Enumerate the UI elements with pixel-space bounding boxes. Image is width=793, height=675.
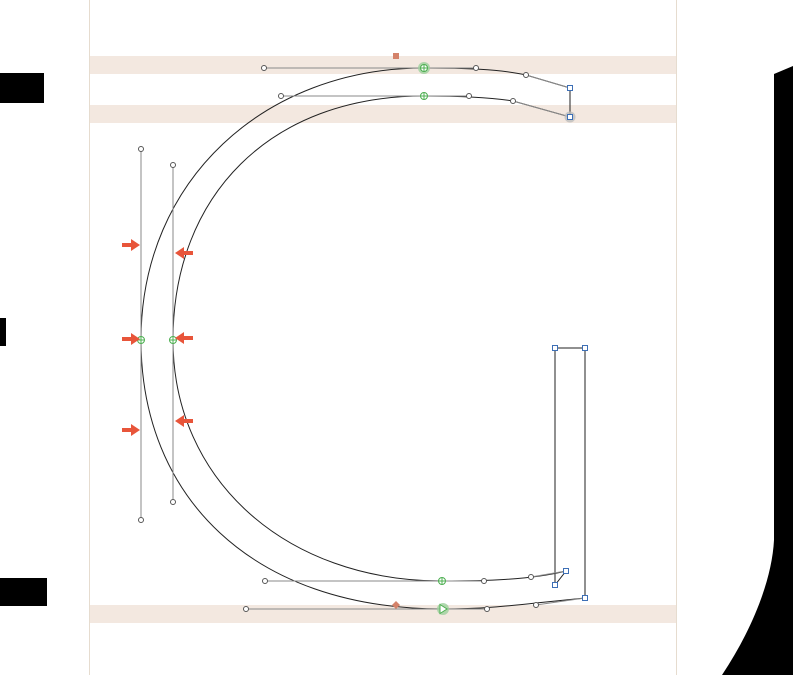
small-circle-icon[interactable] [523,72,529,78]
small-circle-icon[interactable] [481,578,487,584]
direction-arrows-outer [122,239,140,436]
smooth-points[interactable] [137,62,450,615]
small-circle-icon[interactable] [533,602,539,608]
arrow-left-icon [175,415,193,427]
small-circle-icon[interactable] [466,93,472,99]
small-circle-icon[interactable] [170,499,176,505]
small-circle-icon[interactable] [473,65,479,71]
arrow-right-icon [122,239,140,251]
direction-arrows-inner [175,247,193,427]
square-icon[interactable] [552,582,558,588]
circle-plus-icon[interactable] [438,577,446,585]
circle-plus-icon[interactable] [137,336,145,344]
arrow-left-icon [175,332,193,344]
square-icon[interactable] [567,85,573,91]
small-circle-icon[interactable] [261,65,267,71]
small-circle-icon[interactable] [170,162,176,168]
square-icon[interactable] [552,345,558,351]
small-circle-icon[interactable] [138,146,144,152]
circle-plus-icon[interactable] [420,92,428,100]
diamond-icon[interactable] [392,601,400,609]
square-icon[interactable] [567,114,573,120]
metric-zone-cap-height [90,56,676,74]
small-circle-icon[interactable] [138,517,144,523]
metric-zone-x-height [90,105,676,123]
bezier-handles [140,67,586,610]
corner-points[interactable] [552,85,588,601]
square-icon[interactable] [582,345,588,351]
square-icon[interactable] [563,568,569,574]
outer-contour[interactable] [140,67,586,610]
small-circle-icon[interactable] [243,606,249,612]
arrow-left-icon [175,247,193,259]
anchor-marker-top[interactable] [393,53,399,59]
small-circle-icon[interactable] [262,578,268,584]
previous-glyph-preview [0,73,47,606]
arrow-right-icon [122,424,140,436]
offcurve-points[interactable] [138,65,539,612]
arrow-right-icon [122,333,140,345]
small-circle-icon[interactable] [528,574,534,580]
square-icon[interactable] [582,595,588,601]
circle-plus-icon[interactable] [420,64,428,72]
small-circle-icon[interactable] [278,93,284,99]
glyph-frame [89,0,677,675]
triangle-start-icon[interactable] [439,603,448,615]
small-circle-icon[interactable] [484,606,490,612]
small-circle-icon[interactable] [510,98,516,104]
metric-zone-baseline [90,605,676,623]
next-glyph-preview [722,66,793,675]
circle-plus-icon[interactable] [169,336,177,344]
